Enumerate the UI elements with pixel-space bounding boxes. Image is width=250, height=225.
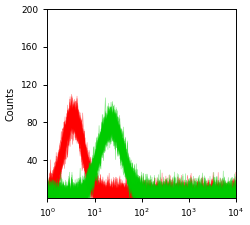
Y-axis label: Counts: Counts (6, 86, 16, 121)
